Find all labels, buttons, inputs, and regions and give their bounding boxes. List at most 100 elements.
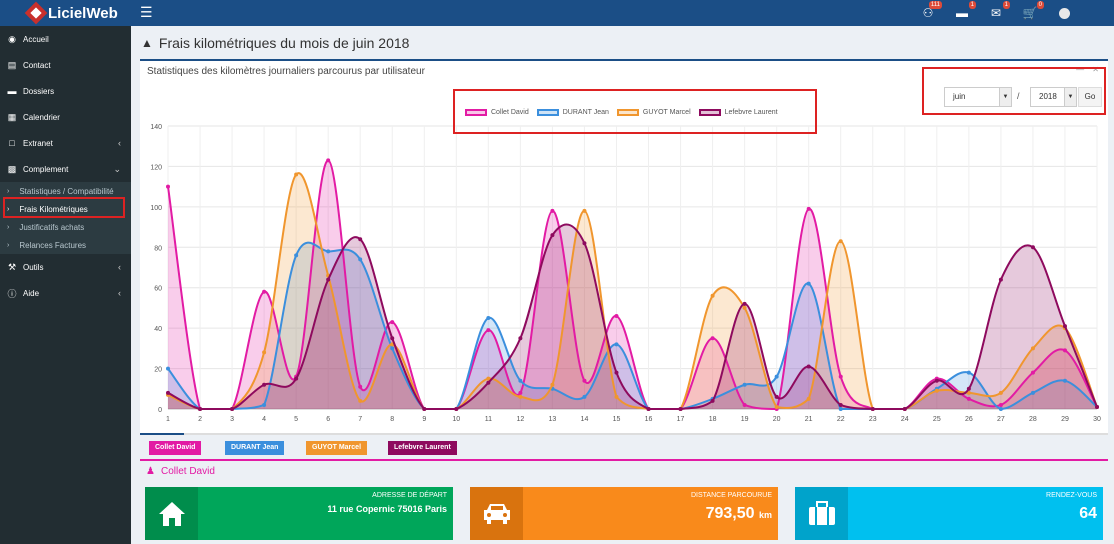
tasks-icon[interactable]: ▬ 1 [956,1,976,20]
sidebar-item-complement[interactable]: ▩ Complement ⌄ [7,163,121,174]
user-icon: ♟ [146,466,155,477]
data-point [582,241,587,246]
legend-item-collet[interactable]: Collet David [465,109,529,116]
x-tick-label: 28 [1029,416,1037,423]
data-point [1062,348,1067,353]
chevron-right-icon: › [7,205,10,213]
data-point [806,281,811,286]
address-card-icon: ▤ [7,59,17,70]
series-area-0 [168,160,1097,409]
legend-item-durant[interactable]: DURANT Jean [536,109,609,116]
legend-item-lefebvre[interactable]: Lefebvre Laurent [698,109,778,116]
sidebar-item-accueil[interactable]: ◉ Accueil [8,33,49,44]
data-point [998,402,1003,407]
tab-lefebvre-laurent[interactable]: Lefebvre Laurent [388,441,457,455]
x-tick-label: 6 [326,416,330,423]
data-point [614,370,619,375]
calendar-icon: ▦ [7,111,17,122]
year-select[interactable]: 2018 ▼ [1030,87,1077,107]
y-tick-label: 120 [150,164,162,171]
data-point [1062,324,1067,329]
data-point [262,382,267,387]
x-tick-label: 29 [1061,416,1069,423]
y-tick-label: 60 [154,286,162,293]
sidebar-item-calendrier[interactable]: ▦ Calendrier [7,111,60,122]
chart-legend: Collet David DURANT Jean GUYOT Marcel Le… [465,109,778,116]
tab-durant-jean[interactable]: DURANT Jean [225,441,285,455]
avatar-icon [1058,7,1070,19]
y-tick-label: 40 [154,326,162,333]
data-point [1030,245,1035,250]
chevron-down-icon: ⌄ [113,163,121,174]
data-point [742,402,747,407]
info-label: Distance parcourue [690,492,772,499]
submenu-item-relances[interactable]: › Relances Factures [7,240,87,250]
app-logo[interactable]: LicielWeb [0,0,131,26]
tab-collet-david[interactable]: Collet David [149,441,202,455]
data-point [998,407,1003,411]
x-tick-label: 21 [805,416,813,423]
date-filter: juin ▼ / 2018 ▼ Go [922,67,1106,115]
page-title: ▲ Frais kilométriques du mois de juin 20… [141,35,410,51]
legend-item-guyot[interactable]: GUYOT Marcel [616,109,691,116]
chevron-right-icon: › [7,187,10,195]
minimize-icon[interactable]: — [1076,65,1085,74]
sidebar-item-aide[interactable]: ⓘ Aide ‹ [7,288,121,299]
data-point [166,390,170,395]
go-button[interactable]: Go [1078,87,1102,107]
info-icon: ⓘ [7,288,17,299]
chevron-down-icon: ▼ [1064,88,1076,106]
data-point [454,407,459,411]
chevron-down-icon: ▼ [999,88,1011,106]
y-tick-label: 80 [154,245,162,252]
data-point [1095,404,1099,409]
sidebar: ◉ Accueil ▤ Contact ▬ Dossiers ▦ Calendrier … [0,26,131,544]
data-point [870,407,875,411]
data-point [486,376,491,381]
data-point [230,407,235,411]
chevron-right-icon: › [7,241,10,249]
sidebar-item-contact[interactable]: ▤ Contact [7,59,51,70]
data-point [1030,346,1035,351]
complement-submenu: › Statistiques / Compatibilité › Frais Kil… [0,182,131,254]
data-point [518,336,523,341]
close-icon[interactable]: ✕ [1092,65,1099,74]
submenu-item-justificatifs[interactable]: › Justificatifs achats [7,222,85,232]
data-point [326,277,331,282]
sidebar-item-extranet[interactable]: □ Extranet ‹ [0,130,131,156]
data-point [614,314,619,319]
sidebar-item-dossiers[interactable]: ▬ Dossiers [7,86,55,96]
data-point [262,289,267,294]
x-tick-label: 13 [549,416,557,423]
user-avatar[interactable] [1054,3,1074,23]
sidebar-item-outils[interactable]: ⚒ Outils ‹ [7,261,121,273]
x-tick-label: 10 [452,416,460,423]
data-point [486,328,491,333]
envelope-icon[interactable]: ✉ 1 [990,1,1010,20]
legend-swatch [465,109,487,116]
data-point [998,277,1003,282]
legend-swatch [536,109,559,116]
x-tick-label: 11 [485,416,492,423]
month-select[interactable]: juin ▼ [944,87,1012,107]
tab-underline [140,459,1108,461]
data-point [486,380,491,385]
submenu-item-frais-kilometriques[interactable]: › Frais Kilométriques [7,204,88,214]
data-point [966,396,971,401]
hamburger-icon[interactable]: ☰ [140,4,153,20]
data-point [518,378,523,383]
data-point [390,320,395,325]
briefcase-icon [795,487,848,540]
chevron-right-icon: › [7,223,10,231]
tab-guyot-marcel[interactable]: GUYOT Marcel [306,441,368,455]
data-point [774,404,779,409]
data-point [614,394,619,399]
data-point [390,336,395,341]
box-title: Statistiques des kilomètres journaliers … [147,66,425,77]
cart-icon[interactable]: 🛒 0 [1022,1,1044,20]
submenu-item-statistiques[interactable]: › Statistiques / Compatibilité [7,186,114,196]
footer-active-line [140,433,184,435]
data-point [742,382,747,387]
users-icon[interactable]: ⚇ 111 [922,1,942,20]
